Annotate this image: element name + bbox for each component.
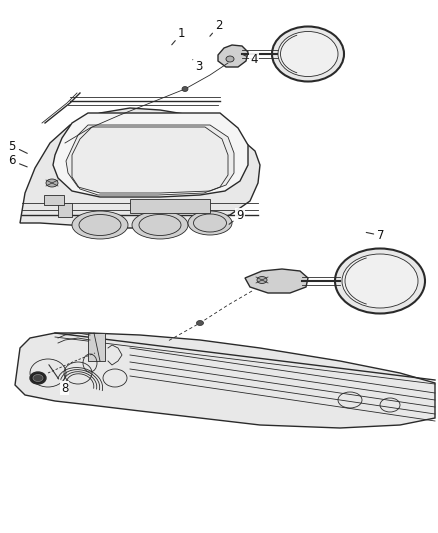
Polygon shape (20, 108, 260, 228)
Text: 8: 8 (49, 365, 68, 394)
Ellipse shape (72, 211, 128, 239)
Polygon shape (66, 125, 234, 193)
Text: 1: 1 (172, 27, 186, 45)
Ellipse shape (272, 27, 344, 82)
Text: 4: 4 (243, 53, 258, 66)
FancyBboxPatch shape (130, 199, 210, 213)
Text: 2: 2 (210, 19, 223, 36)
Ellipse shape (335, 248, 425, 313)
Ellipse shape (188, 211, 232, 235)
Polygon shape (53, 113, 248, 197)
Ellipse shape (132, 211, 188, 239)
Text: 5: 5 (9, 140, 27, 154)
Polygon shape (44, 195, 64, 205)
Polygon shape (245, 269, 308, 293)
Text: 3: 3 (193, 60, 203, 73)
Ellipse shape (30, 372, 46, 384)
Text: 9: 9 (229, 209, 244, 224)
Ellipse shape (278, 31, 338, 77)
Ellipse shape (46, 179, 58, 187)
Text: 7: 7 (366, 229, 385, 242)
Ellipse shape (342, 254, 418, 308)
Ellipse shape (182, 86, 188, 92)
Ellipse shape (197, 320, 204, 326)
Text: 6: 6 (8, 155, 27, 167)
Polygon shape (58, 203, 72, 217)
Polygon shape (15, 333, 435, 428)
Ellipse shape (257, 277, 267, 284)
Ellipse shape (33, 375, 43, 382)
Polygon shape (88, 333, 105, 361)
Polygon shape (218, 45, 248, 67)
Ellipse shape (226, 56, 234, 62)
